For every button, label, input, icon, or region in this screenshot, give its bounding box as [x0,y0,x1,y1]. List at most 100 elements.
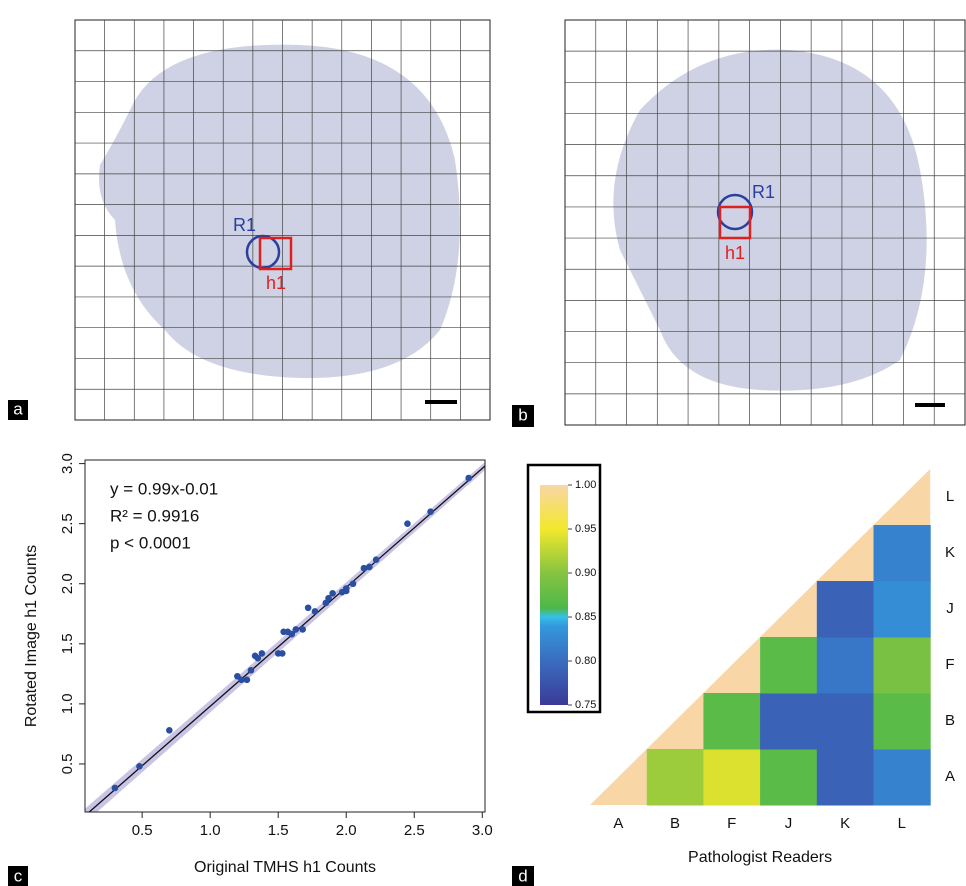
y-tick-label: 2.0 [59,573,76,594]
colorbar-tick-label: 0.90 [575,567,596,579]
annotation: h1 [266,273,286,293]
point [427,508,434,515]
point [166,727,173,734]
annotation: p < 0.0001 [110,533,191,552]
cell [873,525,931,582]
plot-frame [84,459,486,813]
cell [816,637,874,694]
x-tick-label: F [727,815,736,832]
colorbar-tick-label: 1.00 [575,479,596,491]
tissue [613,49,927,391]
cell [816,749,874,806]
diagonal-cell [760,581,817,637]
diagonal-cell [590,749,647,805]
confidence-band [85,462,485,812]
point [342,587,350,595]
point [304,604,312,612]
cell [873,637,931,694]
point [360,564,368,572]
point [404,520,411,527]
x-tick-label: 0.5 [132,822,153,839]
colorbar-tick-label: 0.75 [575,699,596,711]
tissue-image-b: R1 h1 b [512,19,966,427]
cell [646,749,704,806]
panel-label: d [518,866,527,885]
point [322,599,330,607]
point [299,626,306,633]
region-circle [716,193,754,231]
panel-label: c [14,866,23,885]
region-square [258,236,293,271]
point [349,580,357,588]
cell [816,581,874,638]
panel-label-box [512,866,534,886]
diagonal-cell [646,693,704,749]
diagonal-cell [703,637,761,693]
annotation: R² = 0.9916 [110,506,199,525]
panel-label-box [512,405,534,427]
annotation: R1 [233,215,256,235]
cell [760,749,818,806]
x-tick-label: 1.5 [268,822,289,839]
point [311,608,319,615]
point [254,654,262,662]
tissue [99,44,460,379]
x-tick-label: 1.0 [200,822,221,839]
point [243,676,251,684]
cell [873,581,931,638]
point [238,676,245,684]
cell [760,637,818,694]
point [111,784,119,792]
colorbar-tick-label: 0.85 [575,611,596,623]
x-tick-label: B [670,815,680,832]
cell [760,693,818,750]
y-tick-label: L [946,488,954,505]
panel-label-box [8,400,28,420]
colorbar-tick-label: 0.95 [575,523,596,535]
region-square [718,205,752,240]
image-grid [75,20,490,420]
y-tick-label: 0.5 [59,754,76,775]
colorbar [540,485,568,705]
regression-line [88,465,485,812]
annotation: R1 [752,182,775,202]
annotation: y = 0.99x-0.01 [110,479,218,498]
colorbar-tick-label: 0.80 [575,655,596,667]
y-tick-label: 3.0 [59,453,76,474]
y-tick-label: 1.5 [59,633,76,654]
heatmap-chart: A B F J K L A B F J K L Pathologist Readers 1.00 0.95 0… [526,463,955,866]
x-tick-label: A [613,815,623,832]
x-tick-label: 2.0 [336,822,357,839]
y-axis-label: Rotated Image h1 Counts [23,545,40,727]
cell [703,749,761,806]
cell [873,749,931,806]
panel-label: a [13,399,23,418]
y-tick-label: 1.0 [59,693,76,714]
y-tick-label: 2.5 [59,513,76,534]
point [292,626,300,633]
x-axis-label: Original TMHS h1 Counts [194,859,376,876]
point [288,630,296,638]
point [136,763,143,770]
point [278,650,286,657]
point [372,556,380,564]
y-tick-label: A [945,768,955,785]
point [366,563,373,571]
cell [873,693,931,750]
cell [816,693,874,750]
y-tick-label: B [945,712,955,729]
annotation: h1 [725,243,745,263]
panel-label-box [8,866,28,886]
y-tick-label: K [945,544,955,561]
x-axis-label: Pathologist Readers [688,849,832,866]
scale-bar [915,403,945,407]
x-tick-label: J [785,815,793,832]
cell [703,693,761,750]
point [258,650,266,657]
point [329,590,336,597]
diagonal-cell [873,469,931,525]
tissue-image-a: R1 h1 a [8,19,491,421]
x-tick-label: L [898,815,906,832]
scatter-chart: 0.5 1.0 1.5 2.0 2.5 3.0 0.5 1.0 1.5 2.0 2.5 3.0 Orig… [23,453,492,876]
